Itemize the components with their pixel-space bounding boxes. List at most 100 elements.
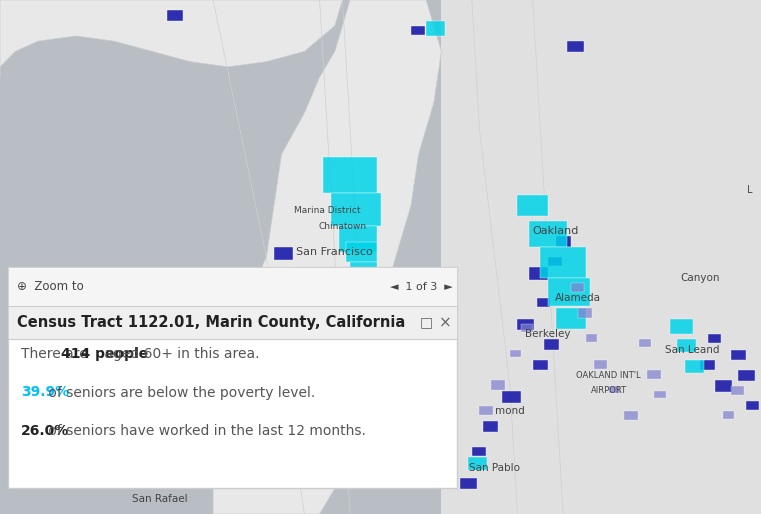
Bar xyxy=(624,411,638,420)
Bar xyxy=(297,283,312,293)
FancyBboxPatch shape xyxy=(441,0,761,514)
Text: 26.0%: 26.0% xyxy=(21,424,69,438)
Bar xyxy=(529,221,567,247)
Bar xyxy=(289,329,306,340)
Bar xyxy=(670,319,693,334)
Text: ⊕  Zoom to: ⊕ Zoom to xyxy=(17,280,84,293)
Text: L: L xyxy=(747,185,753,195)
FancyBboxPatch shape xyxy=(8,306,457,339)
Bar xyxy=(533,360,548,370)
Text: mond: mond xyxy=(495,406,525,416)
Bar xyxy=(274,247,293,260)
Text: San Rafael: San Rafael xyxy=(132,493,188,504)
Bar xyxy=(548,257,562,266)
Bar xyxy=(677,339,696,352)
Bar xyxy=(556,308,586,329)
Bar xyxy=(472,447,486,456)
Text: Census Tract 1122.01, Marin County, California: Census Tract 1122.01, Marin County, Cali… xyxy=(17,315,405,330)
Text: □: □ xyxy=(419,316,433,329)
Bar xyxy=(521,324,533,332)
Text: 39.9%: 39.9% xyxy=(21,386,69,399)
Bar xyxy=(350,262,377,280)
Bar xyxy=(715,380,732,392)
Polygon shape xyxy=(213,0,441,514)
Text: Mission: Mission xyxy=(310,281,344,290)
Text: Berkeley: Berkeley xyxy=(525,329,571,339)
Text: District: District xyxy=(349,340,382,349)
Bar xyxy=(479,406,493,415)
Bar xyxy=(289,334,301,342)
Bar xyxy=(654,391,666,398)
Bar xyxy=(483,421,498,432)
Bar xyxy=(358,283,388,303)
Bar xyxy=(746,401,759,410)
Text: aged 60+ in this area.: aged 60+ in this area. xyxy=(100,347,260,361)
Bar xyxy=(586,334,597,342)
Bar xyxy=(556,236,571,247)
Polygon shape xyxy=(0,0,342,77)
Bar xyxy=(460,478,477,489)
Bar xyxy=(339,226,377,252)
Bar xyxy=(510,350,521,357)
Text: Marina District: Marina District xyxy=(294,206,361,215)
Bar xyxy=(502,391,521,403)
Bar xyxy=(685,360,704,373)
Text: ×: × xyxy=(439,315,451,330)
Bar xyxy=(354,306,377,321)
Text: ◄  1 of 3  ►: ◄ 1 of 3 ► xyxy=(390,282,453,291)
Text: AIRPORT: AIRPORT xyxy=(591,386,627,395)
Bar xyxy=(331,193,380,226)
Bar xyxy=(327,370,344,381)
Bar xyxy=(537,298,550,307)
Bar xyxy=(468,457,487,470)
Bar xyxy=(426,21,445,36)
Bar xyxy=(517,195,548,216)
Text: San Francisco: San Francisco xyxy=(297,247,373,257)
Bar xyxy=(335,386,349,395)
Text: of seniors are below the poverty level.: of seniors are below the poverty level. xyxy=(43,386,315,399)
FancyBboxPatch shape xyxy=(8,267,457,488)
Bar xyxy=(708,334,721,343)
Text: of seniors have worked in the last 12 months.: of seniors have worked in the last 12 mo… xyxy=(43,424,365,438)
Bar xyxy=(731,350,746,360)
Bar xyxy=(571,283,584,292)
Bar xyxy=(594,360,607,369)
Bar xyxy=(282,308,293,316)
Bar xyxy=(700,360,715,370)
Bar xyxy=(358,324,377,337)
Text: OAKLAND INT'L: OAKLAND INT'L xyxy=(577,371,641,380)
Bar xyxy=(548,278,590,306)
Bar xyxy=(312,350,327,360)
Bar xyxy=(491,380,505,390)
Bar xyxy=(282,267,298,279)
Text: Chinatown: Chinatown xyxy=(318,222,367,231)
Text: San Pablo: San Pablo xyxy=(469,463,521,473)
Text: San Leand: San Leand xyxy=(665,344,720,355)
Bar xyxy=(266,267,278,275)
Bar xyxy=(544,339,559,350)
Text: 414 people: 414 people xyxy=(61,347,148,361)
Bar xyxy=(517,319,534,330)
Text: There are: There are xyxy=(21,347,92,361)
Bar xyxy=(540,247,586,278)
Bar xyxy=(323,157,377,193)
Bar xyxy=(578,308,592,318)
Bar xyxy=(609,386,620,393)
Bar xyxy=(723,411,734,419)
Bar xyxy=(731,386,744,395)
Bar xyxy=(167,10,183,21)
Bar xyxy=(304,308,323,321)
Bar xyxy=(274,288,285,296)
Bar xyxy=(738,370,755,381)
Bar xyxy=(411,26,425,35)
Text: Canyon: Canyon xyxy=(680,272,720,283)
Bar xyxy=(567,41,584,52)
Bar xyxy=(346,242,377,262)
Bar xyxy=(639,339,651,347)
Bar xyxy=(350,401,367,412)
Text: Bayview: Bayview xyxy=(346,324,384,334)
Text: District: District xyxy=(310,296,344,305)
Text: Bayshore: Bayshore xyxy=(336,396,379,406)
FancyBboxPatch shape xyxy=(8,267,457,306)
Text: Sunset District: Sunset District xyxy=(195,286,262,295)
